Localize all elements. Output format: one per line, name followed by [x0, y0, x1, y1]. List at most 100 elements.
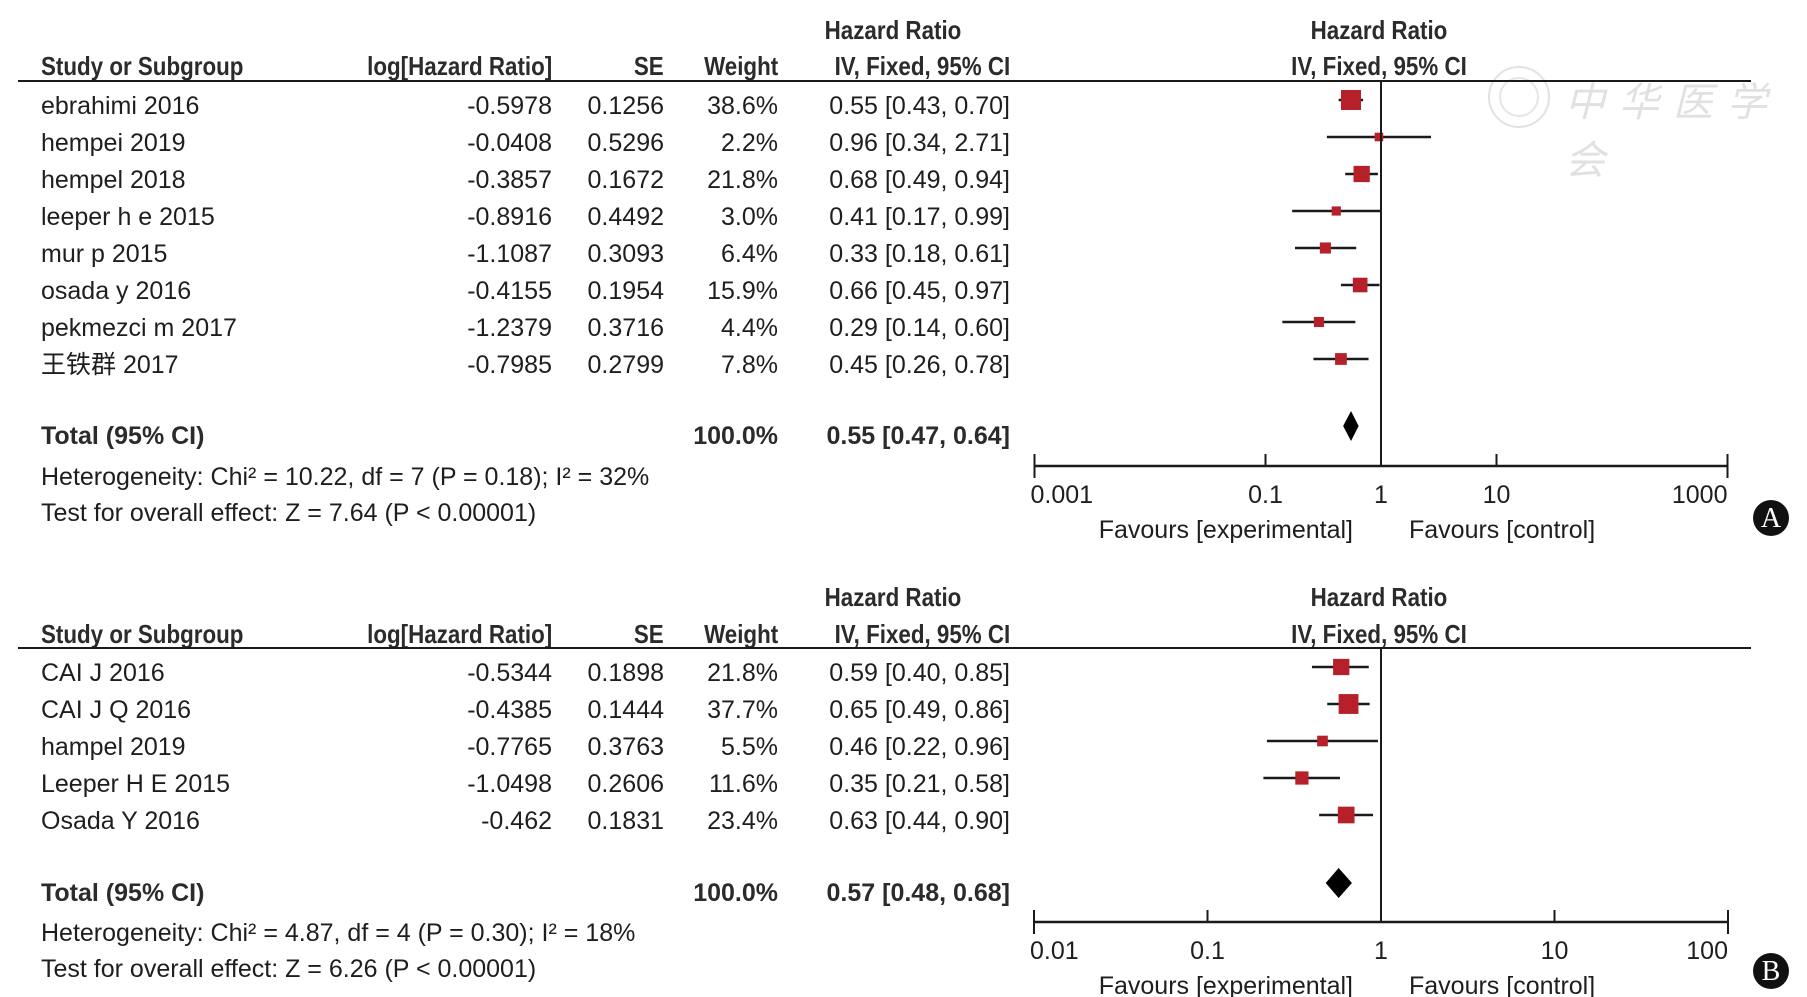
se-value: 0.3716	[587, 314, 664, 342]
se-value: 0.3763	[587, 733, 664, 761]
ci-value: 0.45 [0.26, 0.78]	[829, 351, 1010, 379]
study-estimate-marker	[1353, 165, 1370, 183]
study-name: 王铁群 2017	[41, 351, 179, 379]
x-axis-tick-label: 0.1	[1248, 481, 1283, 509]
weight-value: 11.6%	[708, 770, 778, 798]
ci-value: 0.65 [0.49, 0.86]	[829, 696, 1010, 724]
loghr-value: -1.1087	[467, 240, 552, 268]
header-rule	[18, 80, 1751, 82]
x-axis-tick-label: 1	[1374, 937, 1388, 965]
total-label: Total (95% CI)	[41, 422, 205, 450]
se-column-header: SE	[634, 51, 664, 81]
weight-value: 7.8%	[721, 351, 778, 379]
loghr-value: -0.0408	[467, 129, 552, 157]
panel-label-badge: B	[1753, 953, 1789, 989]
x-axis-tick-label: 0.1	[1190, 937, 1225, 965]
weight-column-header: Weight	[703, 619, 778, 649]
ci-value: 0.41 [0.17, 0.99]	[829, 203, 1010, 231]
favours-experimental-label: Favours [experimental]	[1099, 972, 1353, 997]
study-estimate-marker	[1313, 316, 1324, 328]
study-estimate-marker	[1295, 771, 1309, 785]
weight-value: 37.7%	[707, 696, 778, 724]
ci-value: 0.35 [0.21, 0.58]	[829, 770, 1010, 798]
ci-value: 0.66 [0.45, 0.97]	[829, 277, 1010, 305]
ci-value: 0.96 [0.34, 2.71]	[829, 129, 1010, 157]
study-column-header: Study or Subgroup	[41, 51, 244, 81]
loghr-value: -1.0498	[467, 770, 552, 798]
weight-value: 21.8%	[707, 659, 778, 687]
loghr-value: -0.462	[481, 807, 552, 835]
header-rule	[18, 647, 1751, 649]
study-estimate-marker	[1333, 658, 1350, 676]
loghr-value: -0.3857	[467, 166, 552, 194]
study-name: hempei 2019	[41, 129, 186, 157]
loghr-column-header: log[Hazard Ratio]	[366, 51, 552, 81]
watermark-text: 中华医学会	[1565, 80, 1781, 183]
x-axis-tick-label: 10	[1483, 481, 1511, 509]
study-name: Leeper H E 2015	[41, 770, 231, 798]
ci-value: 0.29 [0.14, 0.60]	[829, 314, 1010, 342]
study-name: osada y 2016	[41, 277, 192, 305]
x-axis-tick-label: 1	[1374, 481, 1388, 509]
se-value: 0.5296	[587, 129, 664, 157]
study-name: hempel 2018	[41, 166, 186, 194]
x-axis-tick-label: 0.001	[1031, 481, 1094, 509]
ci-value: 0.55 [0.43, 0.70]	[829, 92, 1010, 120]
weight-value: 4.4%	[721, 314, 778, 342]
study-column-header: Study or Subgroup	[41, 619, 244, 649]
ci-value: 0.59 [0.40, 0.85]	[829, 659, 1010, 687]
weight-value: 15.9%	[707, 277, 778, 305]
study-estimate-marker	[1341, 90, 1362, 110]
panel-label-badge: A	[1753, 500, 1789, 536]
favours-control-label: Favours [control]	[1409, 516, 1595, 544]
plot-column-header: IV, Fixed, 95% CI	[1291, 619, 1467, 649]
study-name: leeper h e 2015	[41, 203, 215, 231]
loghr-value: -0.5978	[467, 92, 552, 120]
study-name: pekmezci m 2017	[41, 314, 237, 342]
loghr-column-header: log[Hazard Ratio]	[366, 619, 552, 649]
loghr-value: -0.4155	[467, 277, 552, 305]
ci-column-header: IV, Fixed, 95% CI	[834, 51, 1010, 81]
study-estimate-marker	[1317, 735, 1328, 747]
loghr-value: -0.7765	[467, 733, 552, 761]
total-weight: 100.0%	[693, 422, 778, 450]
study-estimate-marker	[1331, 206, 1341, 216]
x-axis-tick-label: 100	[1686, 937, 1728, 965]
loghr-value: -1.2379	[467, 314, 552, 342]
weight-column-header: Weight	[703, 51, 778, 81]
loghr-value: -0.4385	[467, 696, 552, 724]
study-name: CAI J 2016	[41, 659, 165, 687]
pooled-estimate-diamond	[1343, 411, 1359, 441]
plot-column-header-top: Hazard Ratio	[1310, 582, 1448, 612]
weight-value: 23.4%	[707, 807, 778, 835]
study-name: ebrahimi 2016	[41, 92, 200, 120]
ci-column-header-top: Hazard Ratio	[824, 582, 962, 612]
favours-experimental-label: Favours [experimental]	[1099, 516, 1353, 544]
weight-value: 2.2%	[721, 129, 778, 157]
total-ci: 0.55 [0.47, 0.64]	[826, 422, 1010, 450]
ci-value: 0.46 [0.22, 0.96]	[829, 733, 1010, 761]
heterogeneity-text: Heterogeneity: Chi² = 4.87, df = 4 (P = …	[41, 919, 636, 947]
plot-column-header: IV, Fixed, 95% CI	[1291, 51, 1467, 81]
se-value: 0.1256	[587, 92, 664, 120]
se-value: 0.1444	[587, 696, 664, 724]
ci-value: 0.63 [0.44, 0.90]	[829, 807, 1010, 835]
loghr-value: -0.7985	[467, 351, 552, 379]
se-value: 0.1831	[587, 807, 664, 835]
weight-value: 3.0%	[721, 203, 778, 231]
overall-effect-text: Test for overall effect: Z = 6.26 (P < 0…	[41, 955, 537, 983]
study-name: Osada Y 2016	[41, 807, 200, 835]
plot-column-header-top: Hazard Ratio	[1310, 15, 1448, 45]
overall-effect-text: Test for overall effect: Z = 7.64 (P < 0…	[41, 499, 537, 527]
x-axis-tick-label: 0.01	[1030, 937, 1079, 965]
favours-control-label: Favours [control]	[1409, 972, 1595, 997]
study-name: CAI J Q 2016	[41, 696, 192, 724]
study-estimate-marker	[1337, 806, 1355, 824]
se-value: 0.1954	[587, 277, 664, 305]
loghr-value: -0.8916	[467, 203, 552, 231]
se-value: 0.2799	[587, 351, 664, 379]
se-column-header: SE	[634, 619, 664, 649]
study-estimate-marker	[1335, 353, 1347, 365]
ci-column-header: IV, Fixed, 95% CI	[834, 619, 1010, 649]
